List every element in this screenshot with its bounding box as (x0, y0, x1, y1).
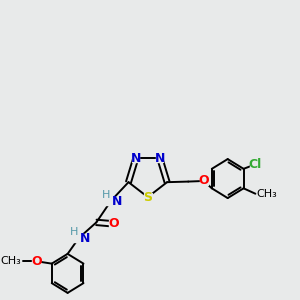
Text: O: O (108, 218, 119, 230)
Text: S: S (143, 190, 152, 204)
Bar (105, 197, 117, 205)
Text: Cl: Cl (249, 158, 262, 171)
Text: N: N (154, 152, 165, 164)
Bar (200, 177, 208, 185)
Text: O: O (198, 175, 209, 188)
Bar (250, 160, 261, 168)
Bar (109, 220, 117, 228)
Bar (73, 234, 85, 242)
Text: O: O (31, 255, 42, 268)
Text: H: H (101, 190, 110, 200)
Bar (132, 154, 140, 162)
Text: CH₃: CH₃ (1, 256, 21, 266)
Bar (144, 193, 152, 201)
Bar (32, 257, 40, 265)
Text: H: H (69, 227, 78, 237)
Text: N: N (131, 152, 141, 164)
Bar (156, 154, 163, 162)
Text: CH₃: CH₃ (257, 189, 278, 199)
Text: N: N (112, 195, 122, 208)
Text: N: N (80, 232, 90, 245)
